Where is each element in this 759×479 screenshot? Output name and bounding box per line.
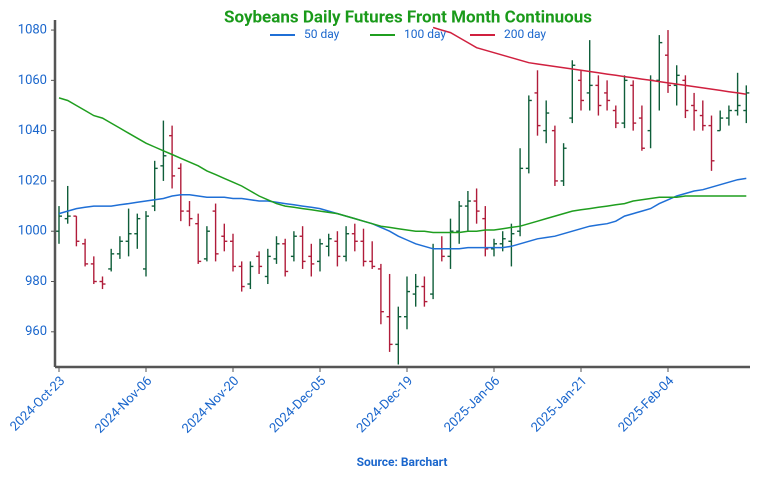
- y-tick-label: 1060: [18, 73, 47, 88]
- x-tick-label: 2024-Dec-19: [354, 374, 416, 436]
- y-tick-label: 980: [25, 274, 47, 289]
- ma-line: [58, 97, 747, 234]
- y-tick-label: 1080: [18, 22, 47, 37]
- x-tick-label: 2024-Nov-20: [179, 374, 242, 437]
- x-tick-label: 2024-Oct-23: [7, 374, 68, 435]
- x-tick-label: 2025-Jan-21: [528, 374, 590, 436]
- y-tick-label: 1040: [18, 123, 47, 138]
- y-tick-label: 960: [25, 324, 47, 339]
- legend-label: 200 day: [504, 27, 546, 41]
- chart-title: Soybeans Daily Futures Front Month Conti…: [224, 7, 592, 27]
- y-tick-label: 1020: [18, 173, 47, 188]
- x-tick-label: 2024-Dec-05: [267, 374, 329, 436]
- x-tick-label: 2025-Jan-06: [441, 374, 503, 436]
- ma-line: [58, 177, 747, 250]
- legend-label: 100 day: [404, 27, 446, 41]
- legend-label: 50 day: [304, 27, 340, 41]
- source: Source: Barchart: [357, 455, 448, 469]
- x-tick-label: 2024-Nov-06: [92, 374, 155, 437]
- ma-line: [432, 26, 747, 95]
- x-tick-label: 2025-Feb-04: [616, 373, 678, 435]
- y-tick-label: 1000: [18, 224, 47, 239]
- plot-area: [56, 26, 750, 365]
